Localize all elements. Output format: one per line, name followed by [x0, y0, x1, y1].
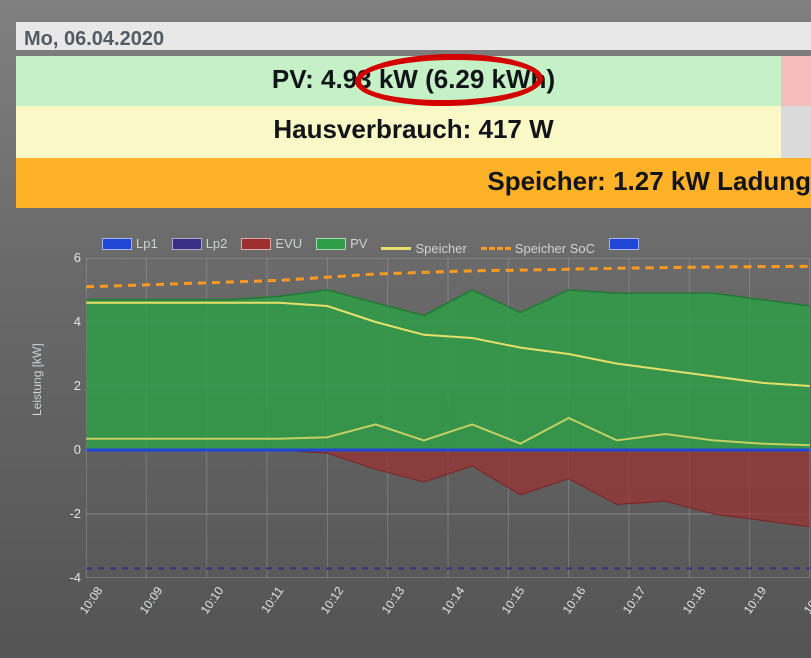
x-tick-label: 10:12 — [312, 584, 346, 625]
legend-label: Speicher — [415, 241, 466, 256]
legend-label: Speicher SoC — [515, 241, 595, 256]
legend-swatch — [241, 238, 271, 250]
y-tick-label: -2 — [61, 506, 81, 521]
x-tick-label: 10:09 — [131, 584, 165, 625]
legend-label: PV — [350, 236, 367, 251]
strip-pv: PV: 4.93 kW (6.29 kWh) — [16, 56, 811, 106]
strip-speicher: Speicher: 1.27 kW Ladung — [16, 158, 811, 208]
legend-item[interactable]: Lp2 — [172, 236, 228, 251]
y-tick-label: 6 — [61, 250, 81, 265]
pv-text: PV: 4.93 kW (6.29 kWh) — [272, 64, 555, 94]
x-tick-label: 10:11 — [252, 584, 286, 625]
legend-label: Lp2 — [206, 236, 228, 251]
date-label: Mo, 06.04.2020 — [24, 28, 164, 50]
legend-item[interactable]: PV — [316, 236, 367, 251]
legend-item[interactable]: Speicher — [381, 241, 466, 256]
legend-item[interactable]: Speicher SoC — [481, 241, 595, 256]
legend-label: EVU — [275, 236, 302, 251]
x-tick-label: 10:17 — [614, 584, 648, 625]
chart-container: Lp1 Lp2 EVU PV Speicher Speicher SoC Leistung… — [22, 236, 811, 636]
chart-plot-area[interactable] — [86, 258, 810, 578]
haus-text: Hausverbrauch: 417 W — [273, 114, 553, 144]
y-tick-label: 4 — [61, 314, 81, 329]
legend-swatch — [102, 238, 132, 250]
y-tick-label: 2 — [61, 378, 81, 393]
y-axis-label: Leistung [kW] — [30, 343, 44, 416]
legend-swatch — [609, 238, 639, 250]
legend-item[interactable]: Lp1 — [102, 236, 158, 251]
speicher-text: Speicher: 1.27 kW Ladung — [487, 166, 811, 196]
chart-legend[interactable]: Lp1 Lp2 EVU PV Speicher Speicher SoC — [102, 236, 802, 254]
legend-item[interactable] — [609, 238, 643, 250]
legend-swatch — [316, 238, 346, 250]
strip-pv-tail — [781, 56, 811, 106]
x-tick-label: 10:13 — [373, 584, 407, 625]
strip-haus-tail — [781, 106, 811, 158]
x-tick-label: 10:20 — [795, 584, 811, 625]
legend-label: Lp1 — [136, 236, 158, 251]
x-tick-label: 10:19 — [735, 584, 769, 625]
chart-svg — [86, 258, 810, 578]
page-root: Mo, 06.04.2020 PV: 4.93 kW (6.29 kWh) Ha… — [0, 0, 811, 658]
y-tick-label: 0 — [61, 442, 81, 457]
x-tick-label: 10:15 — [493, 584, 527, 625]
x-tick-label: 10:08 — [71, 584, 105, 625]
y-tick-label: -4 — [61, 570, 81, 585]
x-tick-label: 10:18 — [674, 584, 708, 625]
strip-hausverbrauch: Hausverbrauch: 417 W — [16, 106, 811, 158]
x-tick-label: 10:14 — [433, 584, 467, 625]
x-tick-label: 10:16 — [554, 584, 588, 625]
legend-item[interactable]: EVU — [241, 236, 302, 251]
legend-swatch — [172, 238, 202, 250]
date-bar: Mo, 06.04.2020 — [16, 22, 811, 50]
legend-swatch — [481, 247, 511, 250]
x-tick-label: 10:10 — [192, 584, 226, 625]
legend-swatch — [381, 247, 411, 250]
